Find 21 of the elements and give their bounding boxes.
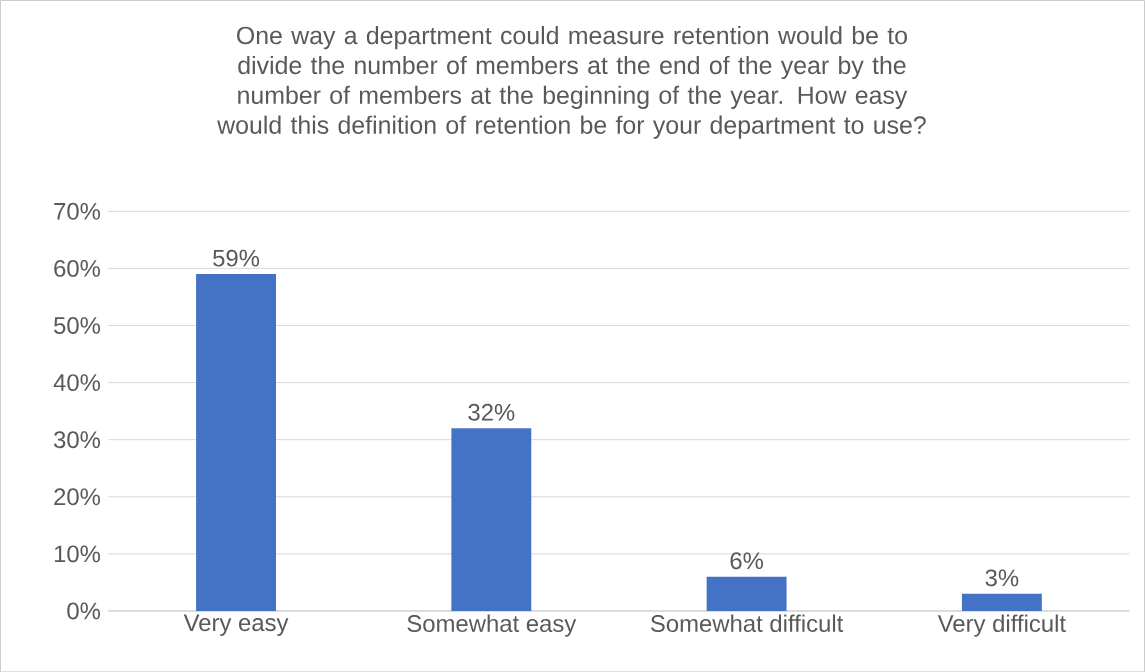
y-tick-label: 0% bbox=[67, 602, 101, 620]
y-tick-label: 30% bbox=[53, 431, 101, 448]
x-tick-label: Somewhat easy bbox=[407, 614, 577, 637]
x-tick-label: Very easy bbox=[183, 614, 289, 636]
bar bbox=[706, 576, 787, 611]
bar bbox=[961, 593, 1042, 611]
y-tick-label: 50% bbox=[54, 316, 101, 334]
chart-title: One way a department could measure retention would be to divide the number of members at the end of the year by the number of members at the beginning of the year. How easy would this definition of retention be for your department to use? bbox=[217, 25, 926, 139]
bar bbox=[196, 273, 277, 611]
data-label: 3% bbox=[985, 569, 1019, 587]
y-tick-label: 20% bbox=[54, 488, 101, 506]
x-tick-label: Very difficult bbox=[937, 614, 1066, 637]
x-tick-label: Somewhat difficult bbox=[650, 614, 844, 632]
data-label: 59% bbox=[213, 249, 260, 267]
data-label: 32% bbox=[468, 403, 515, 421]
y-tick-label: 10% bbox=[54, 545, 101, 563]
bar bbox=[451, 428, 532, 611]
y-tick-label: 60% bbox=[54, 259, 101, 277]
data-label: 6% bbox=[730, 552, 764, 569]
y-tick-label: 40% bbox=[53, 373, 101, 391]
y-tick-label: 70% bbox=[54, 202, 101, 220]
